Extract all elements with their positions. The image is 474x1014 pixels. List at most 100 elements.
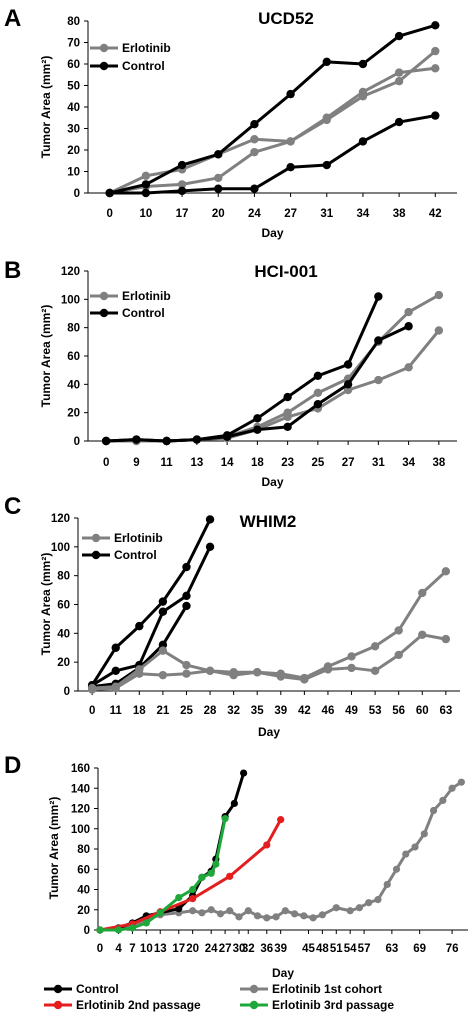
panel-letter: D bbox=[4, 752, 21, 779]
data-point bbox=[221, 815, 229, 823]
x-tick-label: 38 bbox=[432, 457, 445, 469]
x-tick-label: 48 bbox=[316, 943, 329, 955]
x-axis-label: Day bbox=[258, 725, 280, 739]
data-point bbox=[434, 326, 444, 335]
data-point bbox=[300, 912, 308, 920]
data-point bbox=[277, 816, 285, 824]
chart-title: HCI-001 bbox=[254, 262, 317, 281]
data-point bbox=[156, 909, 164, 917]
data-point bbox=[394, 117, 404, 127]
data-point bbox=[250, 147, 259, 157]
data-point bbox=[253, 425, 262, 434]
legend-label: Erlotinib 1st cohort bbox=[272, 982, 382, 996]
data-point bbox=[158, 597, 168, 606]
data-point bbox=[431, 21, 440, 30]
x-tick-label: 10 bbox=[139, 208, 152, 220]
data-point bbox=[177, 186, 187, 196]
data-point bbox=[431, 111, 440, 120]
data-point bbox=[135, 621, 144, 631]
x-tick-label: 35 bbox=[251, 705, 264, 717]
x-tick-label: 39 bbox=[274, 705, 287, 717]
data-point bbox=[182, 660, 191, 670]
data-point bbox=[283, 392, 292, 402]
data-point bbox=[205, 542, 215, 552]
data-point bbox=[198, 909, 206, 917]
data-point bbox=[226, 872, 234, 880]
x-tick-label: 11 bbox=[110, 705, 123, 717]
x-axis-label: Day bbox=[261, 226, 283, 240]
legend-label: Control bbox=[122, 306, 165, 320]
data-point bbox=[205, 666, 215, 676]
data-point bbox=[394, 68, 404, 77]
data-point bbox=[207, 906, 215, 914]
y-tick-label: 40 bbox=[57, 628, 70, 640]
y-tick-label: 80 bbox=[77, 844, 90, 856]
data-point bbox=[309, 914, 317, 922]
data-point bbox=[189, 885, 197, 894]
x-tick-label: 46 bbox=[322, 705, 335, 717]
x-tick-label: 4 bbox=[115, 943, 122, 955]
data-point bbox=[374, 292, 383, 301]
data-point bbox=[394, 650, 403, 660]
series-line bbox=[106, 329, 441, 443]
series-line bbox=[109, 66, 436, 195]
data-point bbox=[404, 307, 413, 317]
x-tick-label: 23 bbox=[281, 457, 294, 469]
data-point bbox=[332, 904, 340, 912]
data-point bbox=[235, 913, 243, 921]
data-point bbox=[374, 896, 382, 904]
y-tick-label: 60 bbox=[57, 600, 70, 612]
legend-marker bbox=[91, 550, 101, 560]
data-point bbox=[263, 841, 271, 849]
y-tick-label: 50 bbox=[67, 81, 80, 93]
data-point bbox=[355, 904, 364, 912]
y-tick-label: 0 bbox=[84, 925, 90, 937]
data-point bbox=[240, 769, 248, 777]
y-tick-label: 20 bbox=[57, 657, 70, 669]
y-tick-label: 60 bbox=[67, 351, 80, 363]
legend-marker bbox=[53, 1000, 63, 1010]
x-tick-label: 31 bbox=[372, 457, 385, 469]
data-point bbox=[290, 910, 299, 918]
x-tick-label: 42 bbox=[298, 705, 311, 717]
x-tick-label: 24 bbox=[248, 208, 261, 220]
data-point bbox=[439, 796, 447, 805]
x-tick-label: 30 bbox=[233, 943, 246, 955]
data-point bbox=[182, 562, 191, 572]
data-point bbox=[448, 784, 456, 792]
x-tick-label: 21 bbox=[156, 705, 169, 717]
legend-label: Erlotinib bbox=[122, 289, 171, 303]
data-point bbox=[283, 412, 292, 422]
data-point bbox=[214, 150, 223, 159]
series-line bbox=[109, 114, 436, 195]
data-point bbox=[441, 567, 451, 576]
series-erlotinib-1st-cohort bbox=[96, 778, 465, 934]
data-point bbox=[418, 588, 427, 598]
series-line bbox=[92, 633, 447, 692]
y-tick-label: 80 bbox=[67, 323, 80, 335]
x-tick-label: 42 bbox=[429, 208, 442, 220]
series-line bbox=[109, 23, 436, 195]
legend-marker bbox=[91, 533, 101, 543]
y-tick-label: 20 bbox=[77, 905, 90, 917]
x-tick-label: 53 bbox=[369, 705, 382, 717]
x-tick-label: 32 bbox=[242, 943, 255, 955]
y-tick-label: 80 bbox=[67, 16, 80, 28]
data-point bbox=[189, 895, 197, 903]
data-point bbox=[286, 163, 295, 172]
legend-marker bbox=[99, 43, 109, 53]
y-tick-label: 0 bbox=[74, 436, 80, 448]
data-point bbox=[394, 626, 403, 635]
data-point bbox=[177, 180, 187, 189]
data-point bbox=[175, 894, 183, 902]
data-point bbox=[212, 860, 220, 868]
data-point bbox=[158, 646, 168, 655]
data-point bbox=[429, 806, 438, 815]
x-tick-label: 0 bbox=[97, 943, 103, 955]
y-tick-label: 120 bbox=[71, 804, 90, 816]
legend-label: Erlotinib bbox=[122, 41, 171, 55]
x-tick-label: 18 bbox=[133, 705, 146, 717]
chart-panel-b: B HCI-001 0 20 40 60 80 100 120 0 9 11 13 14 18 23 25 27 3… bbox=[4, 257, 457, 489]
x-tick-label: 17 bbox=[176, 208, 189, 220]
